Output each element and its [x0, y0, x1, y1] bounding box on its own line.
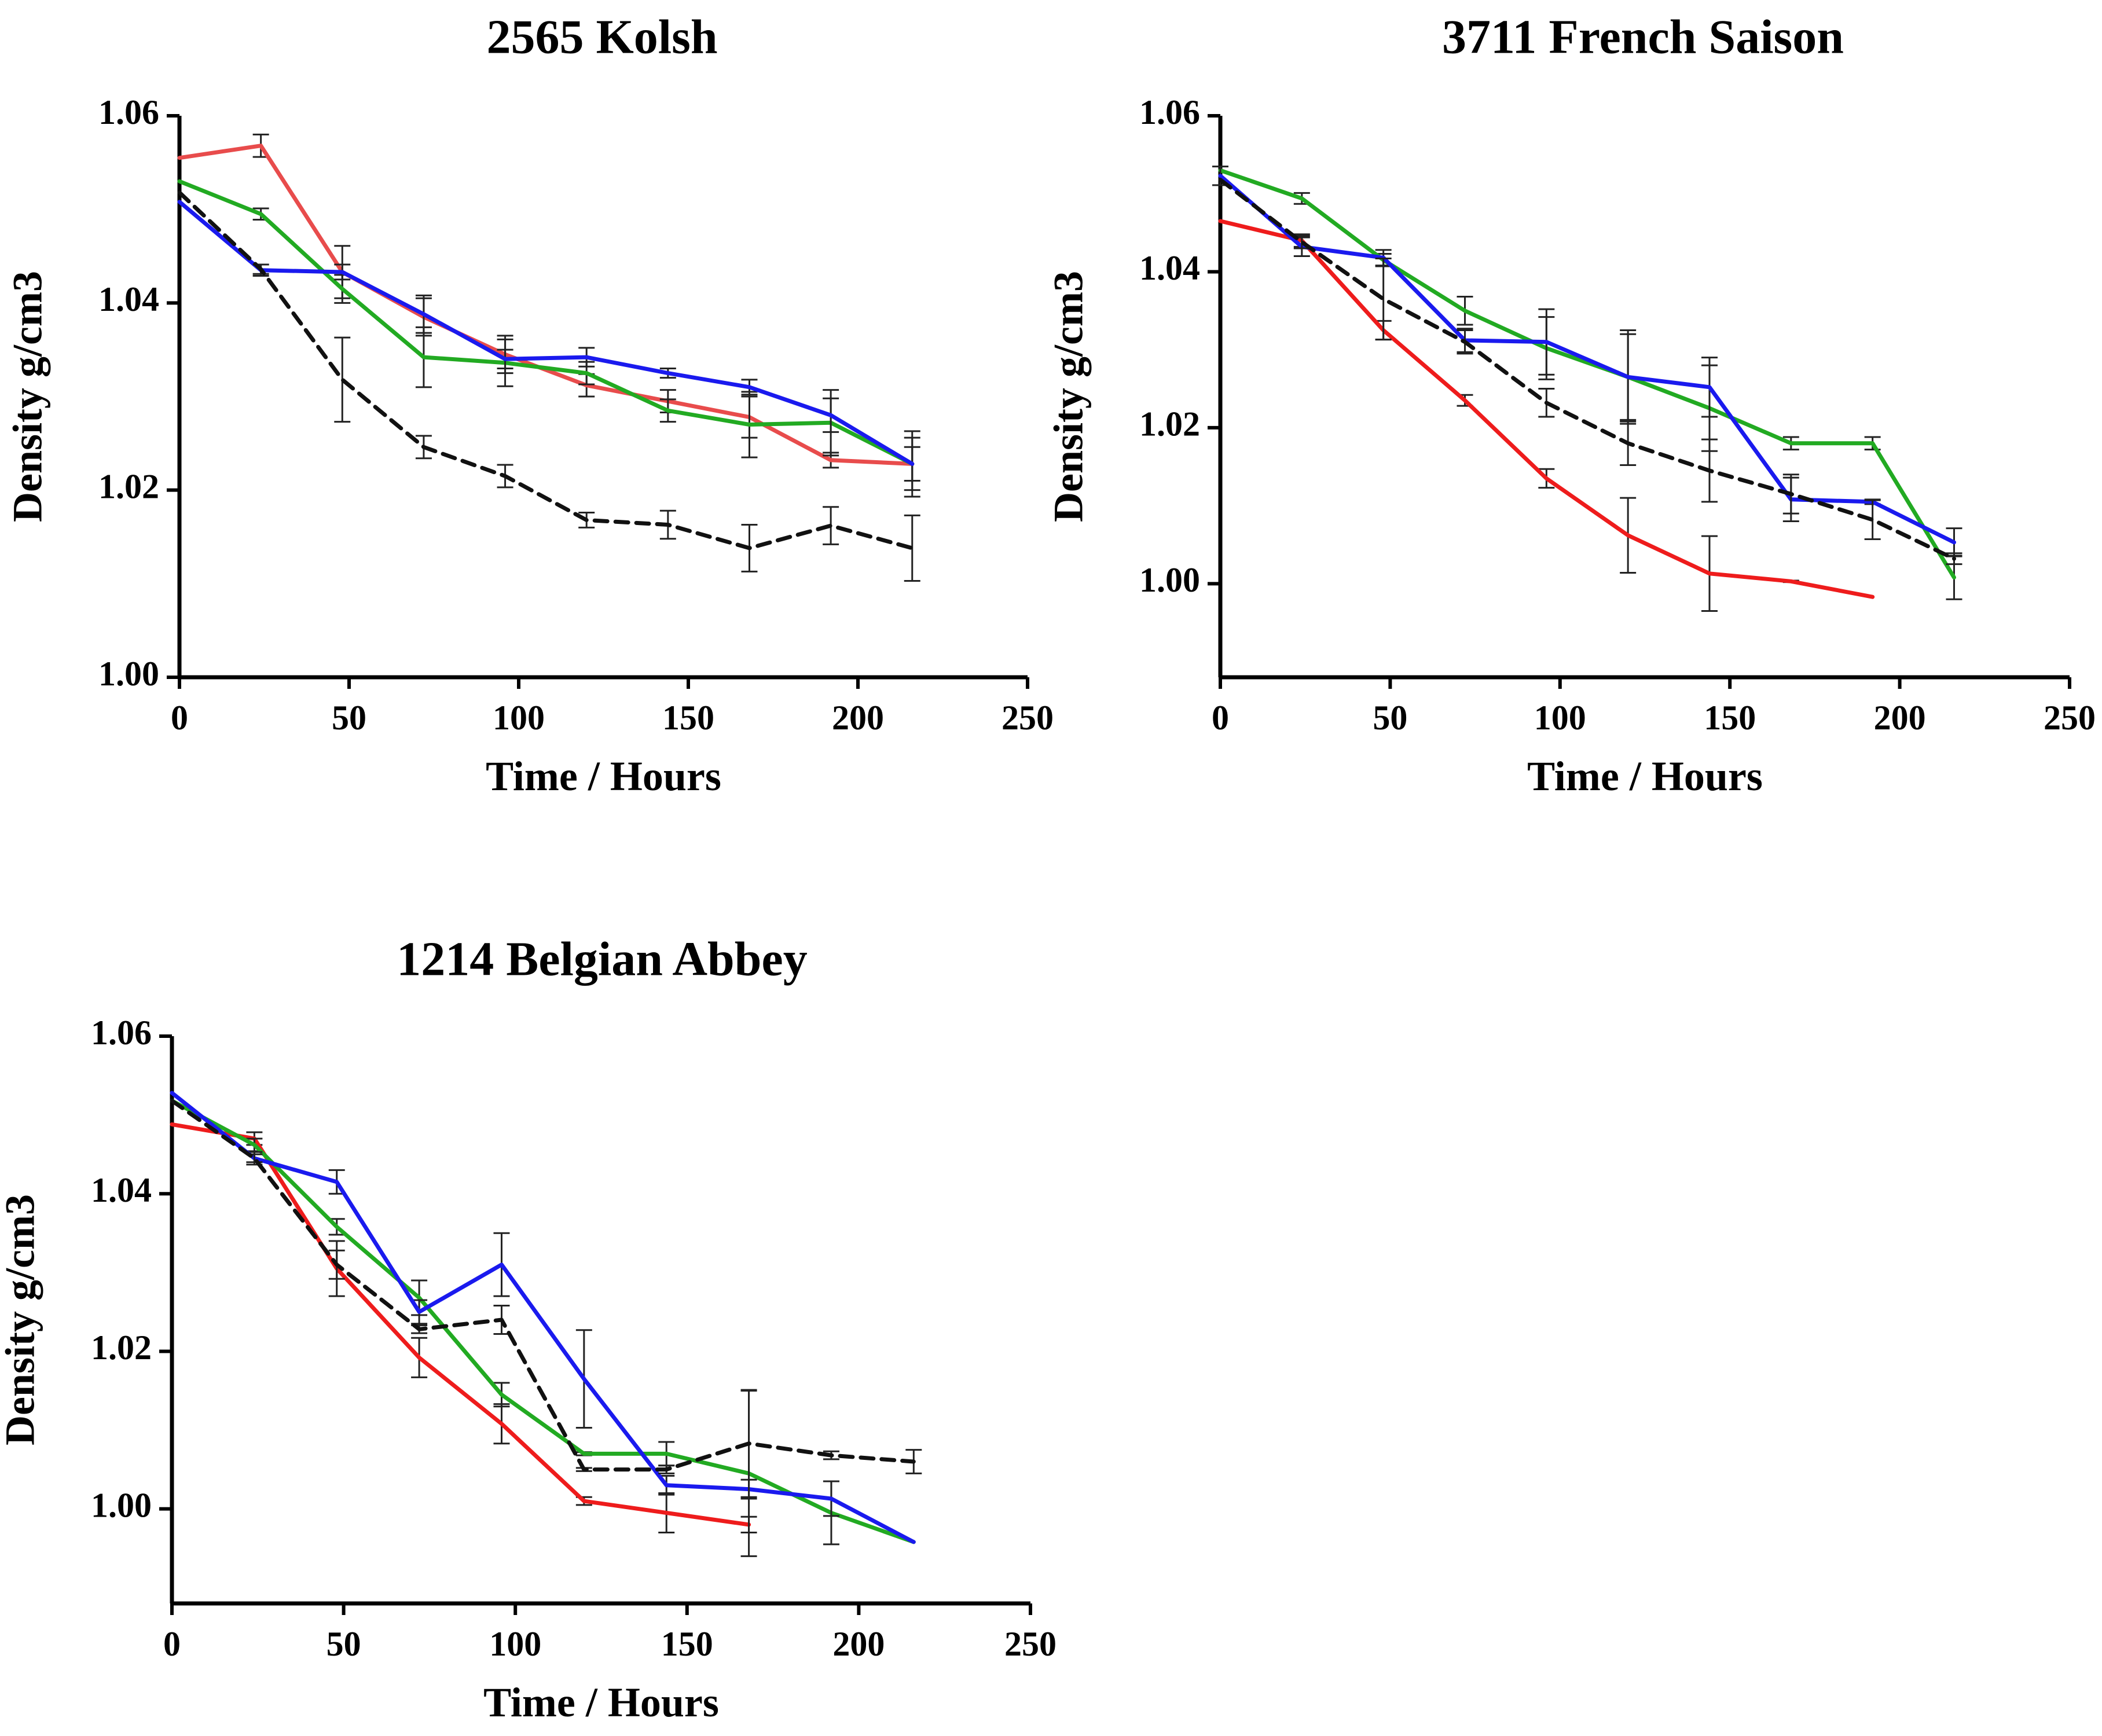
- x-tick-label: 250: [1004, 1625, 1056, 1663]
- series-group: [170, 1099, 916, 1557]
- x-tick-label: 50: [1373, 699, 1407, 737]
- x-tick-label: 50: [327, 1625, 361, 1663]
- x-tick-label: 100: [493, 699, 545, 737]
- x-tick-label: 150: [661, 1625, 713, 1663]
- series-group: [1218, 178, 1962, 566]
- series-group: [170, 1099, 922, 1498]
- x-tick-label: 200: [1874, 699, 1926, 737]
- series-line: [1218, 219, 1875, 599]
- series-line: [170, 1099, 916, 1472]
- x-tick-label: 250: [1002, 699, 1054, 737]
- x-axis-label: Time / Hours: [1527, 753, 1763, 799]
- x-tick-label: 250: [2044, 699, 2096, 737]
- x-tick-label: 100: [489, 1625, 541, 1663]
- chart-panel: 3711 French Saison 0 50 100 150 200 250 1.00 1.0…: [1046, 10, 2096, 799]
- y-tick-label: 1.00: [91, 1486, 152, 1524]
- y-axis-label: Density g/cm3: [1046, 271, 1092, 522]
- series-group: [177, 190, 920, 582]
- series-group: [177, 179, 920, 491]
- y-tick-label: 1.02: [98, 467, 159, 505]
- series-line: [177, 190, 915, 550]
- y-tick-label: 1.06: [1139, 93, 1200, 131]
- x-tick-label: 150: [662, 699, 714, 737]
- y-tick-label: 1.02: [91, 1328, 152, 1367]
- series-line: [1218, 168, 1956, 580]
- x-tick-label: 200: [832, 699, 884, 737]
- x-tick-label: 0: [1212, 699, 1229, 737]
- chart-panel: 1214 Belgian Abbey 0 50 100 150 200 250 1.00 1.0…: [0, 932, 1056, 1726]
- series-line: [170, 1091, 916, 1544]
- series-group: [177, 200, 920, 482]
- series-line: [1218, 178, 1956, 561]
- series-group: [1218, 168, 1962, 600]
- y-tick-label: 1.00: [98, 655, 159, 693]
- y-tick-label: 1.02: [1139, 405, 1200, 443]
- chart-panel: 2565 Kolsh 0 50 100 150 200 250 1.00 1.02 1.04 1.0…: [5, 10, 1054, 799]
- series-group: [1212, 166, 1962, 557]
- x-tick-label: 0: [163, 1625, 181, 1663]
- y-tick-label: 1.04: [91, 1171, 152, 1209]
- series-group: [170, 1122, 757, 1533]
- y-axis-label: Density g/cm3: [0, 1194, 43, 1445]
- y-tick-label: 1.06: [91, 1014, 152, 1052]
- x-axis-label: Time / Hours: [483, 1679, 719, 1726]
- y-tick-label: 1.04: [1139, 249, 1200, 287]
- x-tick-label: 200: [832, 1625, 885, 1663]
- x-tick-label: 100: [1534, 699, 1586, 737]
- series-line: [177, 200, 915, 466]
- x-tick-label: 0: [171, 699, 188, 737]
- y-tick-label: 1.00: [1139, 561, 1200, 599]
- series-group: [177, 133, 920, 498]
- x-axis-label: Time / Hours: [486, 753, 721, 799]
- series-line: [177, 179, 915, 466]
- y-tick-label: 1.06: [98, 93, 159, 131]
- series-group: [170, 1091, 916, 1544]
- x-tick-label: 150: [1704, 699, 1756, 737]
- chart-title: 2565 Kolsh: [486, 10, 717, 64]
- y-axis-label: Density g/cm3: [5, 271, 51, 522]
- chart-title: 1214 Belgian Abbey: [397, 932, 807, 986]
- x-tick-label: 50: [332, 699, 366, 737]
- y-tick-label: 1.04: [98, 280, 159, 318]
- series-line: [1218, 174, 1956, 545]
- chart-title: 3711 French Saison: [1442, 10, 1844, 64]
